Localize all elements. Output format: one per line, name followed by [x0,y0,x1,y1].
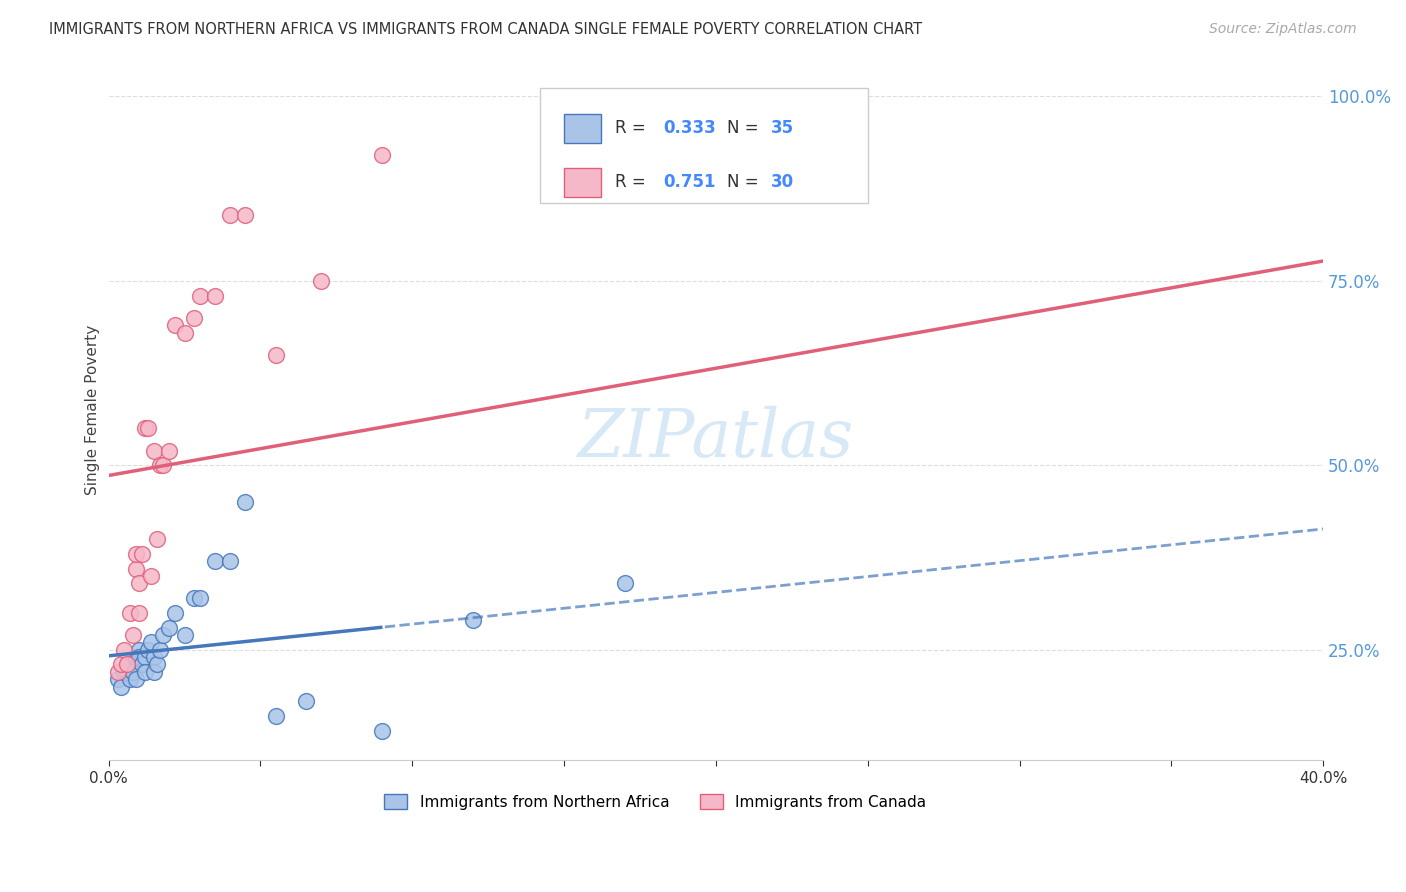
Point [122,628,145,642]
Point [173,326,195,340]
Point [371,148,394,162]
Point [264,709,287,723]
Point [134,421,156,435]
Point [125,561,148,575]
Point [143,665,166,679]
Point [146,657,169,672]
Point [371,723,394,738]
Y-axis label: Single Female Poverty: Single Female Poverty [86,325,100,495]
Point [134,665,156,679]
Point [149,642,172,657]
Point [139,635,162,649]
Point [110,680,132,694]
Point [146,532,169,546]
Point [115,657,138,672]
Point [122,665,145,679]
Point [134,650,156,665]
Point [233,207,256,221]
Text: R =: R = [614,120,651,137]
Point [128,642,150,657]
Point [152,458,174,473]
Point [219,554,242,568]
Point [122,657,145,672]
Point [125,650,148,665]
Point [165,318,187,333]
Point [107,672,129,686]
Point [152,628,174,642]
Point [125,547,148,561]
FancyBboxPatch shape [564,168,600,197]
Point [188,591,211,606]
Point [165,606,187,620]
Point [188,288,211,302]
Point [183,591,205,606]
Point [613,576,636,591]
Legend: Immigrants from Northern Africa, Immigrants from Canada: Immigrants from Northern Africa, Immigra… [378,788,932,816]
Point [173,628,195,642]
Point [112,665,135,679]
Text: 0.333: 0.333 [664,120,717,137]
FancyBboxPatch shape [540,87,868,203]
Point [264,348,287,362]
Point [136,642,159,657]
Point [118,672,141,686]
Point [295,694,318,708]
Text: N =: N = [727,120,763,137]
Point [118,606,141,620]
Text: Source: ZipAtlas.com: Source: ZipAtlas.com [1209,22,1357,37]
Point [107,665,129,679]
Point [131,657,153,672]
Point [149,458,172,473]
Point [157,621,180,635]
Point [115,665,138,679]
Text: R =: R = [614,173,651,191]
Text: 0.751: 0.751 [664,173,716,191]
Point [143,443,166,458]
Point [139,569,162,583]
FancyBboxPatch shape [564,113,600,143]
Point [157,443,180,458]
Point [219,207,242,221]
Point [128,606,150,620]
Point [125,672,148,686]
Point [204,288,226,302]
Text: 30: 30 [770,173,793,191]
Point [309,274,332,288]
Point [128,650,150,665]
Point [143,650,166,665]
Point [131,547,153,561]
Point [115,657,138,672]
Point [183,310,205,325]
Point [112,642,135,657]
Point [461,613,484,627]
Text: 35: 35 [770,120,793,137]
Point [128,576,150,591]
Text: ZIPatlas: ZIPatlas [578,405,853,471]
Point [204,554,226,568]
Text: IMMIGRANTS FROM NORTHERN AFRICA VS IMMIGRANTS FROM CANADA SINGLE FEMALE POVERTY : IMMIGRANTS FROM NORTHERN AFRICA VS IMMIG… [49,22,922,37]
Text: N =: N = [727,173,763,191]
Point [233,495,256,509]
Point [136,421,159,435]
Point [110,657,132,672]
